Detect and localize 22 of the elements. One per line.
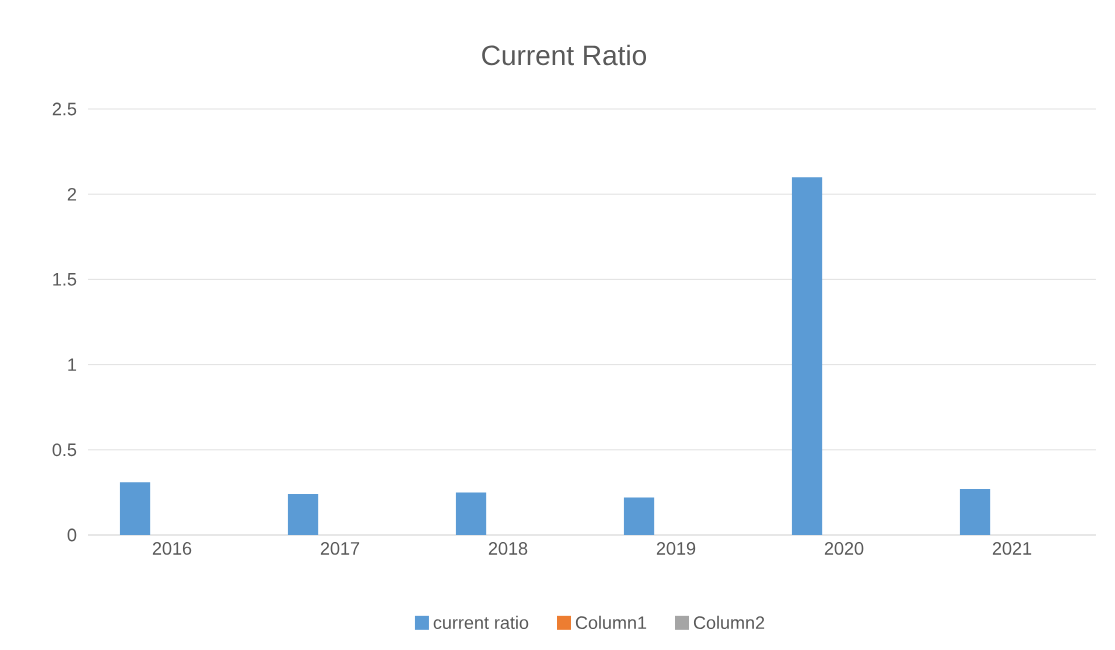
y-tick-label: 0.5: [52, 443, 77, 457]
legend-label: Column1: [575, 615, 647, 630]
x-tick-label: 2019: [656, 542, 696, 555]
bar: [959, 488, 991, 535]
y-tick-label: 2: [67, 187, 77, 201]
x-tick-label: 2018: [488, 542, 528, 555]
bar: [455, 492, 487, 535]
y-tick-label: 0: [67, 528, 77, 542]
bar: [119, 482, 151, 535]
bar: [791, 177, 823, 535]
bar: [287, 494, 319, 535]
x-tick-label: 2020: [824, 542, 864, 555]
bar: [623, 497, 655, 535]
y-tick-label: 1: [68, 358, 77, 371]
x-tick-label: 2021: [992, 542, 1032, 555]
x-tick-label: 2016: [152, 542, 192, 555]
x-tick-label: 2017: [320, 542, 360, 555]
y-tick-label: 2.5: [52, 102, 77, 116]
legend-label: Column2: [693, 615, 765, 630]
chart-title: Current Ratio: [482, 44, 647, 66]
y-tick-label: 1.5: [53, 273, 77, 286]
legend-label: current ratio: [433, 615, 529, 630]
